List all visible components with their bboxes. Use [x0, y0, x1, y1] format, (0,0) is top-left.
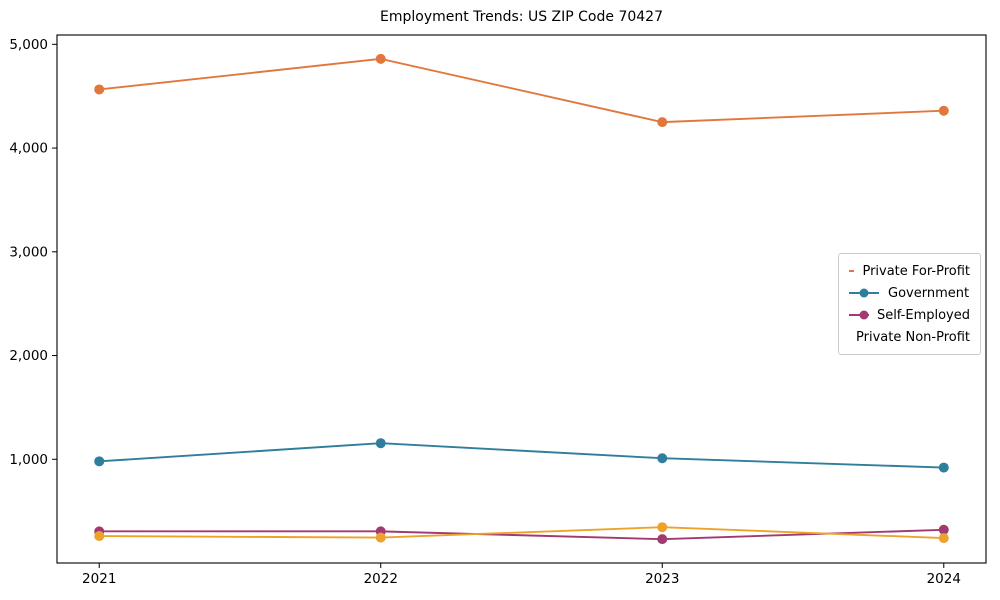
y-tick-label: 5,000 [9, 37, 48, 53]
legend: Private For-Profit Government Self-Employe… [838, 253, 981, 355]
data-point [375, 53, 386, 64]
legend-item-self-employed: Self-Employed [848, 304, 970, 326]
legend-label: Private Non-Profit [856, 329, 970, 345]
y-tick-label: 4,000 [9, 141, 48, 157]
legend-item-government: Government [848, 282, 970, 304]
x-tick-label: 2023 [645, 571, 679, 587]
data-point [94, 531, 105, 542]
data-point [94, 456, 105, 467]
chart-title: Employment Trends: US ZIP Code 70427 [380, 9, 663, 25]
legend-item-private-non-profit: Private Non-Profit [848, 326, 970, 348]
series-line-private-non-profit [99, 526, 944, 540]
data-point [938, 533, 949, 544]
legend-label: Self-Employed [876, 307, 970, 323]
y-tick-label: 1,000 [9, 452, 48, 468]
legend-label: Government [888, 285, 970, 301]
data-point [657, 522, 668, 533]
series-line-government [99, 442, 944, 469]
legend-marker-icon [849, 288, 879, 298]
legend-marker-icon [849, 310, 869, 320]
data-point [375, 438, 386, 449]
x-tick-label: 2022 [364, 571, 398, 587]
series-line-self-employed [99, 528, 944, 541]
legend-label: Private For-Profit [862, 263, 970, 279]
x-tick-label: 2021 [82, 571, 116, 587]
data-point [657, 534, 668, 545]
x-tick-label: 2024 [927, 571, 961, 587]
data-point [938, 462, 949, 473]
legend-marker-icon [849, 270, 855, 272]
data-point [657, 117, 668, 128]
data-point [938, 105, 949, 116]
data-point [375, 532, 386, 543]
y-tick-label: 3,000 [9, 244, 48, 260]
data-point [938, 524, 949, 535]
data-point [657, 453, 668, 464]
legend-item-private-for-profit: Private For-Profit [848, 260, 970, 282]
data-point [94, 84, 105, 95]
series-line-private-for-profit [99, 57, 944, 124]
y-tick-label: 2,000 [9, 348, 48, 364]
plot-spines [56, 34, 987, 564]
